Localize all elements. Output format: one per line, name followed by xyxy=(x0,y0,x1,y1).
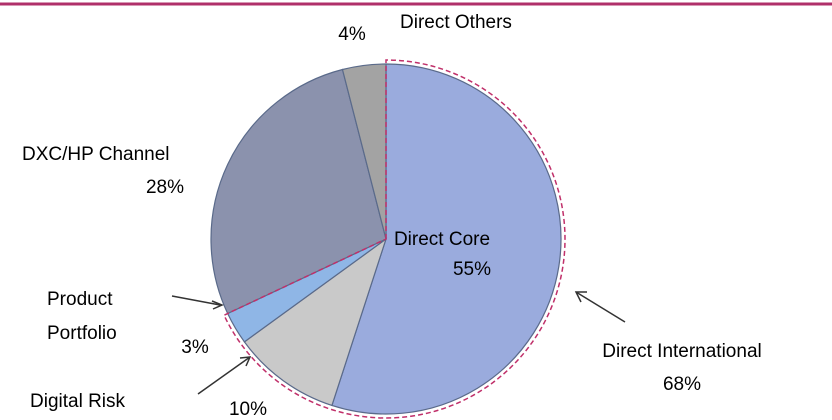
slice-label: Digital Risk xyxy=(30,391,126,412)
slice xyxy=(243,237,388,407)
slice-label: Portfolio xyxy=(47,323,117,344)
slice xyxy=(210,68,387,315)
pie xyxy=(210,59,566,419)
arrowhead xyxy=(239,356,252,367)
slice-label: Direct Others xyxy=(400,12,512,33)
slice-label: Product xyxy=(47,289,113,310)
arrow xyxy=(575,291,626,323)
arrowhead xyxy=(211,300,224,310)
arrowhead xyxy=(574,291,587,303)
slice xyxy=(341,63,387,240)
annotation-value: 68% xyxy=(663,374,701,395)
slice-label: Direct Core xyxy=(394,229,490,250)
slice-value: 4% xyxy=(338,24,366,45)
group-outline xyxy=(223,59,566,419)
slice-value: 10% xyxy=(229,399,267,420)
arrow xyxy=(197,356,251,395)
slice-value: 3% xyxy=(181,337,209,358)
slice-value: 55% xyxy=(453,259,491,280)
arrow xyxy=(171,295,221,306)
annotation: Direct International xyxy=(602,341,761,362)
slice xyxy=(331,63,562,415)
slice-value: 28% xyxy=(146,177,184,198)
slice-label: DXC/HP Channel xyxy=(22,144,170,165)
